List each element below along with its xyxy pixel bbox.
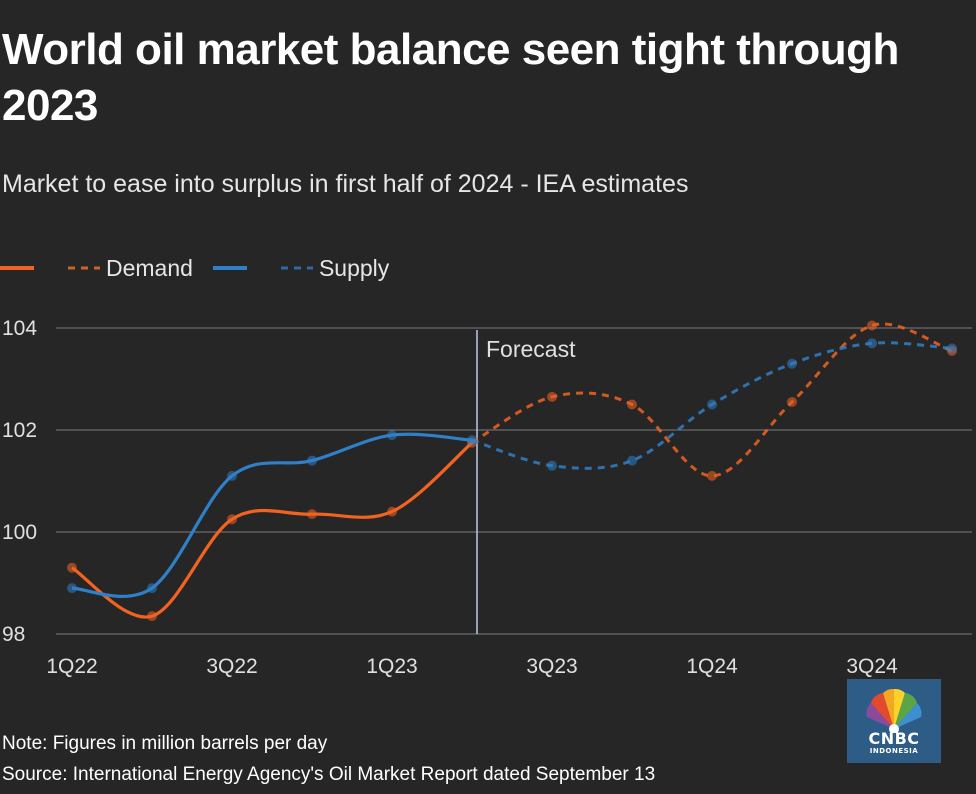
supply-actual-line <box>71 432 473 598</box>
peacock-icon <box>866 688 922 733</box>
x-tick-label-1Q23: 1Q23 <box>366 655 417 678</box>
footnote: Note: Figures in million barrels per day… <box>2 728 655 790</box>
demand-point-1Q23 <box>387 506 397 517</box>
x-tick-label-3Q24: 3Q24 <box>846 655 898 678</box>
line-chart: 98 100 102 104 1Q22 3Q22 1Q23 3Q23 1Q24 3Q24 Forec… <box>2 317 972 678</box>
y-tick-label-104: 104 <box>2 317 37 340</box>
x-tick-label-1Q24: 1Q24 <box>686 655 738 678</box>
supply-point-2Q22 <box>147 583 157 594</box>
y-tick-label-102: 102 <box>2 419 37 442</box>
y-tick-label-100: 100 <box>2 521 37 544</box>
x-tick-label-1Q22: 1Q22 <box>46 655 97 678</box>
legend-item-demand: Demand <box>0 255 193 282</box>
legend-label-demand: Demand <box>106 254 193 281</box>
demand-point-1Q22 <box>67 562 77 573</box>
demand-point-3Q22 <box>227 514 237 525</box>
supply-point-3Q23 <box>547 460 557 471</box>
chart-title: World oil market balance seen tight thro… <box>2 25 899 130</box>
demand-point-2Q22 <box>147 611 157 622</box>
supply-point-4Q23 <box>627 455 637 466</box>
legend-swatch-supply <box>212 266 313 270</box>
supply-point-1Q24 <box>707 399 717 410</box>
source-text: Source: International Energy Agency's Oi… <box>2 764 656 785</box>
chart-subtitle: Market to ease into surplus in first hal… <box>2 170 689 198</box>
supply-point-4Q22 <box>307 455 317 466</box>
demand-point-3Q23 <box>547 391 557 402</box>
demand-actual-line <box>71 441 474 619</box>
supply-point-2Q24 <box>787 358 797 369</box>
legend-item-supply: Supply <box>212 254 390 282</box>
demand-point-4Q22 <box>307 509 317 520</box>
legend-label-supply: Supply <box>318 254 390 281</box>
demand-point-2Q24 <box>787 396 797 407</box>
chart-legend: Demand Supply <box>0 250 409 286</box>
x-tick-label-3Q23: 3Q23 <box>526 655 577 678</box>
x-tick-label-3Q22: 3Q22 <box>206 655 257 678</box>
logo-brand: CNBC <box>868 729 920 748</box>
cnbc-logo: CNBC INDONESIA <box>847 679 941 763</box>
legend-swatch-demand <box>0 266 100 270</box>
demand-point-3Q24 <box>867 320 877 331</box>
forecast-label: Forecast <box>486 336 576 362</box>
supply-point-2Q23 <box>467 435 477 446</box>
supply-point-1Q22 <box>67 583 77 594</box>
supply-point-3Q22 <box>227 470 237 481</box>
demand-point-4Q23 <box>627 399 637 410</box>
note-text: Note: Figures in million barrels per day <box>2 733 328 754</box>
y-tick-label-98: 98 <box>2 623 25 646</box>
supply-point-1Q23 <box>387 430 397 441</box>
supply-point-4Q24 <box>947 343 957 354</box>
supply-point-3Q24 <box>867 338 877 349</box>
logo-sub: INDONESIA <box>869 747 919 755</box>
demand-point-1Q24 <box>707 470 717 481</box>
